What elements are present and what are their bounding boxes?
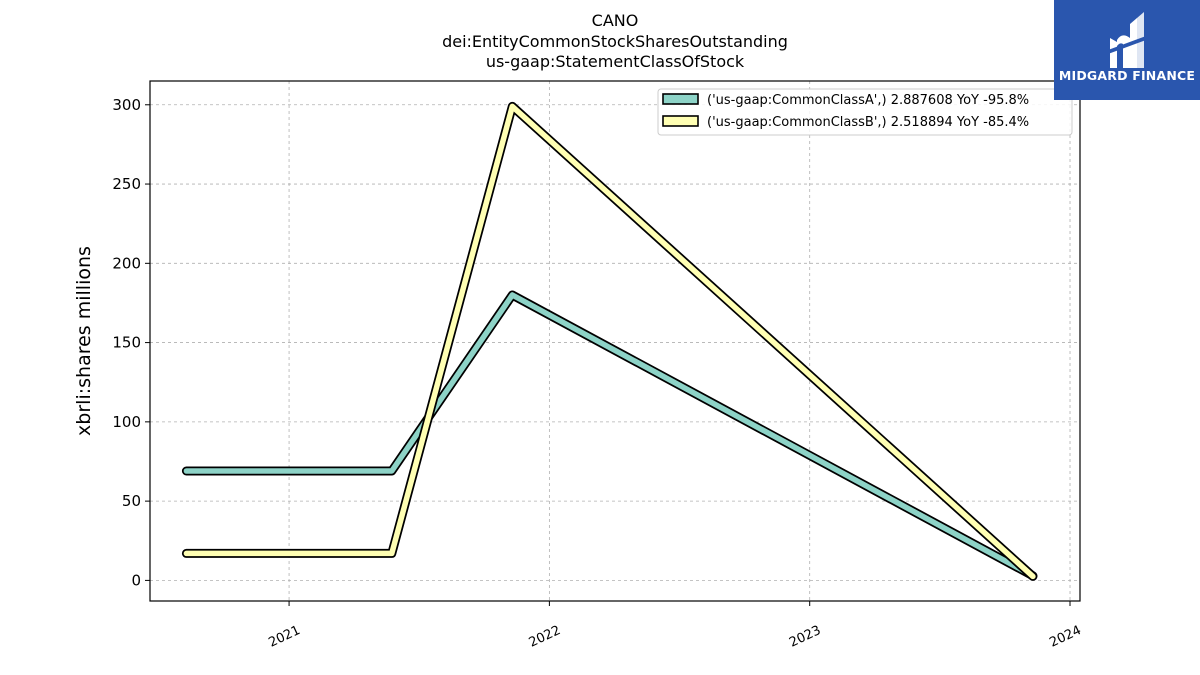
- legend-swatch-2: [662, 115, 699, 127]
- y-tick-label: 250: [112, 175, 141, 193]
- x-tick-label: 2023: [787, 623, 823, 651]
- y-tick-label: 200: [112, 254, 141, 272]
- legend-label-2: ('us-gaap:CommonClassB',) 2.518894 YoY -…: [707, 115, 1029, 130]
- legend-box: [657, 88, 1073, 136]
- y-tick-label: 300: [112, 96, 141, 114]
- legend-label-1: ('us-gaap:CommonClassA',) 2.887608 YoY -…: [707, 93, 1029, 108]
- x-tick-label: 2021: [266, 623, 302, 651]
- series-line-outline-1: [181, 290, 1038, 581]
- legend: ('us-gaap:CommonClassA',) 2.887608 YoY -…: [657, 88, 1073, 136]
- brand-name: MIDGARD FINANCE: [1058, 68, 1196, 83]
- chart-title-line-2: dei:EntityCommonStockSharesOutstanding: [442, 32, 788, 51]
- y-axis-label: xbrli:shares millions: [73, 246, 95, 436]
- series-lines: [181, 101, 1038, 581]
- brand-logo: MIDGARD FINANCE: [1054, 0, 1200, 100]
- chart-title-line-3: us-gaap:StatementClassOfStock: [485, 52, 745, 71]
- x-tick-label: 2022: [527, 623, 563, 651]
- brand-mark-icon: [1108, 12, 1146, 68]
- y-tick-label: 0: [131, 571, 141, 589]
- chart-title-line-1: CANO: [591, 11, 639, 30]
- y-tick-label: 150: [112, 334, 141, 352]
- y-tick-label: 50: [122, 492, 141, 510]
- series-line-1: [183, 292, 1036, 579]
- legend-swatch-1: [662, 93, 699, 105]
- series-line-2: [183, 103, 1036, 580]
- x-tick-label: 2024: [1047, 623, 1083, 651]
- plot-frame: [149, 80, 1081, 602]
- y-tick-label: 100: [112, 413, 141, 431]
